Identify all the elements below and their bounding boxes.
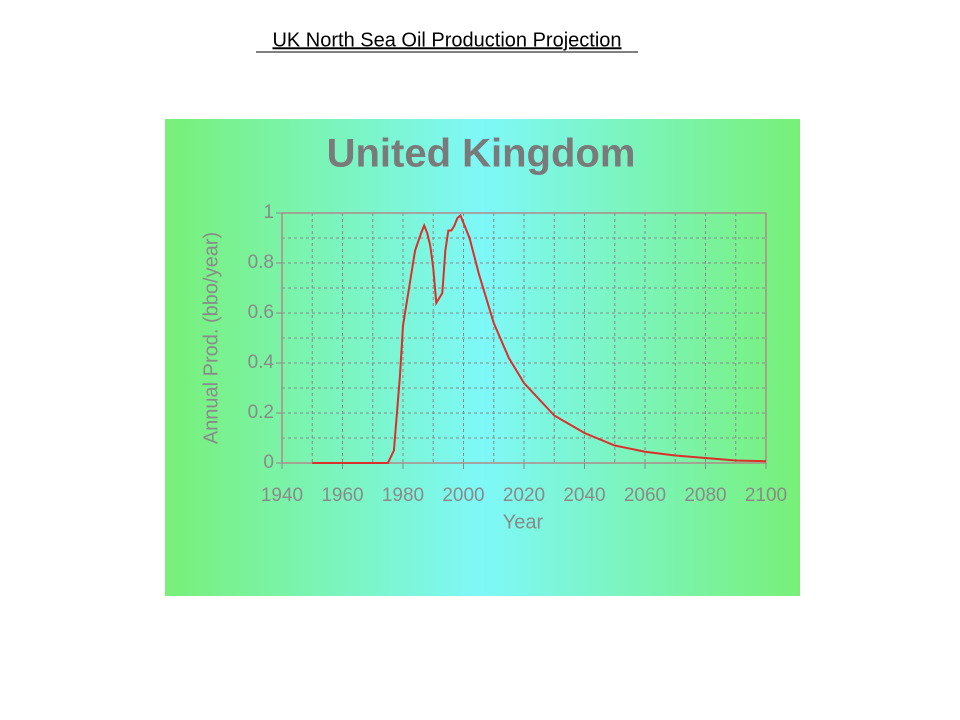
y-tick-label: 0.8 [248,252,274,273]
chart-panel [165,119,800,596]
y-axis-label: Annual Prod. (bbo/year) [200,232,222,444]
slide-title: UK North Sea Oil Production Projection [272,29,621,51]
y-tick-label: 0 [263,452,274,473]
x-tick-label: 2060 [624,485,666,506]
x-tick-label: 2000 [442,485,484,506]
x-tick-label: 2020 [503,485,545,506]
y-tick-label: 0.6 [248,302,274,323]
x-tick-label: 2080 [684,485,726,506]
x-axis-label: Year [503,511,544,533]
x-tick-label: 2100 [745,485,787,506]
y-tick-label: 0.4 [248,352,275,373]
y-tick-label: 0.2 [248,402,274,423]
chart-title: United Kingdom [327,132,636,176]
x-tick-label: 1960 [321,485,363,506]
y-tick-label: 1 [263,202,274,223]
data-line [312,213,767,464]
x-tick-label: 2040 [563,485,605,506]
x-tick-label: 1980 [382,485,424,506]
x-tick-label: 1940 [261,485,303,506]
